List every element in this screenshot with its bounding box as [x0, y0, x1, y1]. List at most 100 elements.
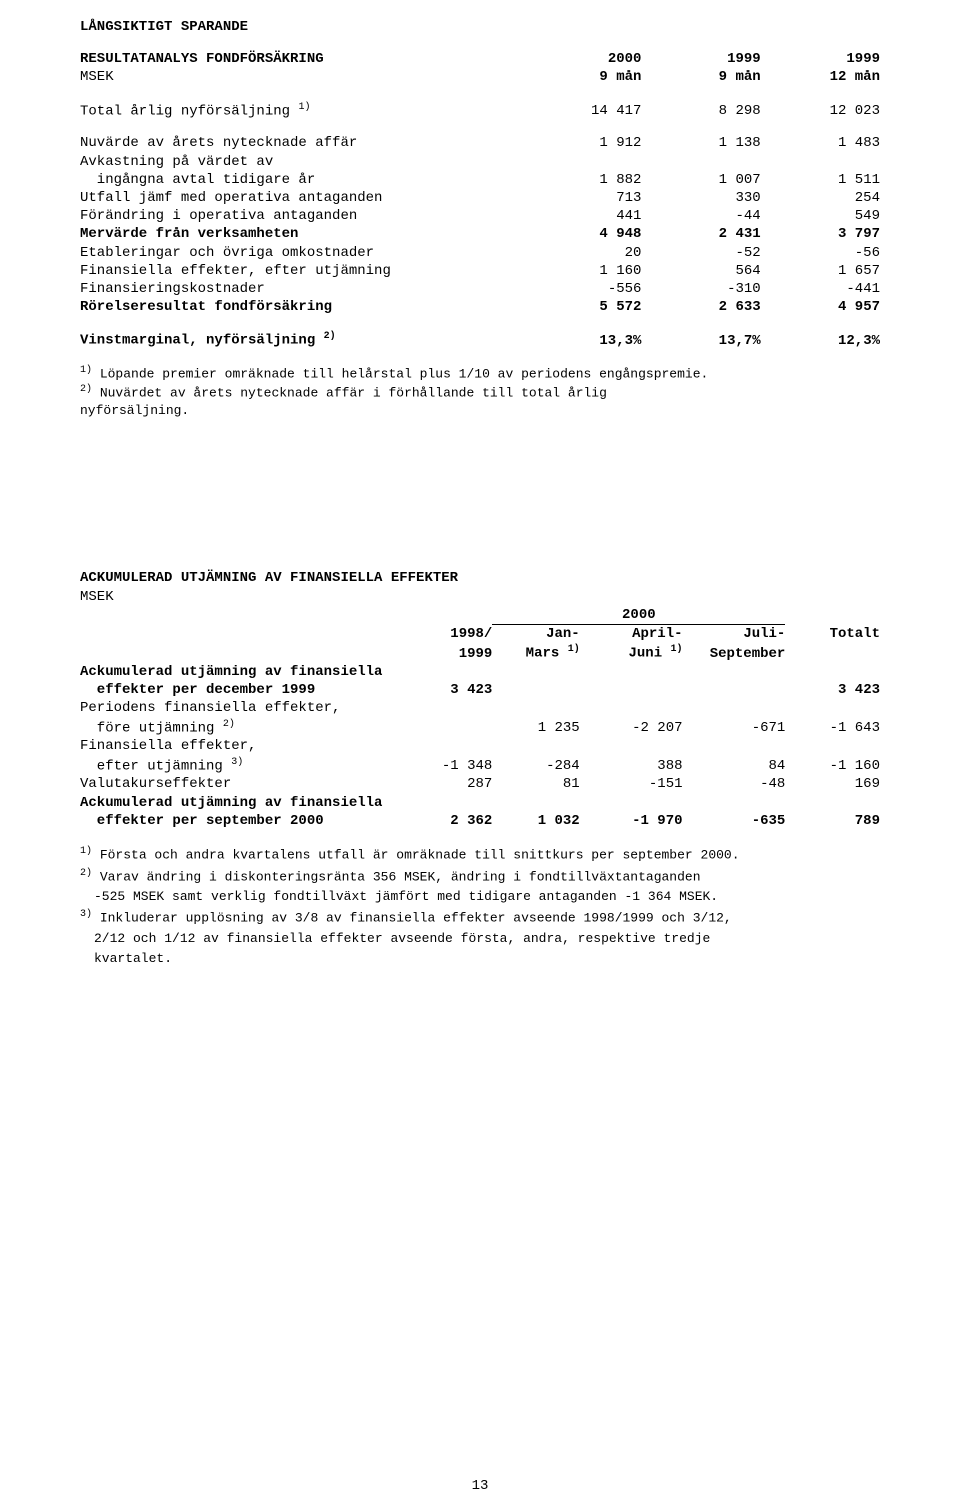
period-header: 9 mån — [522, 68, 641, 86]
table-utjamning: 2000 1998/ Jan- April- Juli- Totalt 1999… — [80, 606, 880, 830]
table-row: Finansieringskostnader -556 -310 -441 — [80, 280, 880, 298]
period-header: 12 mån — [761, 68, 880, 86]
msek-label: MSEK — [80, 68, 522, 86]
table-row: Valutakurseffekter 287 81 -151 -48 169 — [80, 775, 880, 793]
col-header: Juni 1) — [580, 643, 683, 663]
cell: 1 138 — [641, 134, 760, 152]
row-label: Finansiella effekter, efter utjämning — [80, 262, 522, 280]
cell: 1 882 — [522, 171, 641, 189]
cell: 2 362 — [405, 812, 492, 830]
cell: 1 657 — [761, 262, 880, 280]
period-header: 9 mån — [641, 68, 760, 86]
table-title: RESULTATANALYS FONDFÖRSÄKRING — [80, 50, 522, 68]
cell: 169 — [785, 775, 880, 793]
cell: -1 970 — [580, 812, 683, 830]
table-row: effekter per december 1999 3 423 3 423 — [80, 681, 880, 699]
cell: 1 912 — [522, 134, 641, 152]
cell: 789 — [785, 812, 880, 830]
table-row: efter utjämning 3) -1 348 -284 388 84 -1… — [80, 756, 880, 776]
cell: 84 — [683, 756, 786, 776]
row-label: Ackumulerad utjämning av finansiella — [80, 794, 880, 812]
year-header: 1999 — [641, 50, 760, 68]
row-label: Etableringar och övriga omkostnader — [80, 244, 522, 262]
cell: -635 — [683, 812, 786, 830]
table-row: Rörelseresultat fondförsäkring 5 572 2 6… — [80, 298, 880, 316]
cell: 2 431 — [641, 225, 760, 243]
cell: 2 633 — [641, 298, 760, 316]
row-label: efter utjämning 3) — [80, 756, 405, 776]
cell: -1 160 — [785, 756, 880, 776]
cell: 549 — [761, 207, 880, 225]
cell: 12 023 — [761, 101, 880, 121]
row-label: Finansiella effekter, — [80, 737, 880, 755]
row-label: Periodens finansiella effekter, — [80, 699, 880, 717]
row-label: Nuvärde av årets nytecknade affär — [80, 134, 522, 152]
table-row: 1998/ Jan- April- Juli- Totalt — [80, 625, 880, 644]
row-label: effekter per september 2000 — [80, 812, 405, 830]
footnotes-1: 1) Löpande premier omräknade till helårs… — [80, 364, 880, 419]
cell: 1 160 — [522, 262, 641, 280]
table-row: RESULTATANALYS FONDFÖRSÄKRING 2000 1999 … — [80, 50, 880, 68]
cell: 1 235 — [492, 718, 579, 738]
table-row: Ackumulerad utjämning av finansiella — [80, 663, 880, 681]
table-row: Periodens finansiella effekter, — [80, 699, 880, 717]
cell: -671 — [683, 718, 786, 738]
cell: 13,7% — [641, 330, 760, 350]
table-row: Finansiella effekter, efter utjämning 1 … — [80, 262, 880, 280]
cell: -1 348 — [405, 756, 492, 776]
cell: 564 — [641, 262, 760, 280]
year-header: 2000 — [522, 50, 641, 68]
page-number: 13 — [80, 1477, 880, 1495]
table-row: Avkastning på värdet av — [80, 153, 880, 171]
col-header: Totalt — [785, 625, 880, 644]
table-row: 2000 — [80, 606, 880, 625]
cell: -48 — [683, 775, 786, 793]
col-header: April- — [580, 625, 683, 644]
cell: -441 — [761, 280, 880, 298]
table-row: MSEK 9 mån 9 mån 12 mån — [80, 68, 880, 86]
cell: 81 — [492, 775, 579, 793]
table-fondforsakring: RESULTATANALYS FONDFÖRSÄKRING 2000 1999 … — [80, 50, 880, 350]
cell: 5 572 — [522, 298, 641, 316]
table-row: ingångna avtal tidigare år 1 882 1 007 1… — [80, 171, 880, 189]
col-header: 1999 — [405, 643, 492, 663]
row-label: Finansieringskostnader — [80, 280, 522, 298]
cell: 713 — [522, 189, 641, 207]
row-label: Avkastning på värdet av — [80, 153, 522, 171]
cell: 3 797 — [761, 225, 880, 243]
cell: 13,3% — [522, 330, 641, 350]
col-header: September — [683, 643, 786, 663]
table-row: Etableringar och övriga omkostnader 20 -… — [80, 244, 880, 262]
section2-title: ACKUMULERAD UTJÄMNING AV FINANSIELLA EFF… — [80, 569, 880, 587]
row-label: Förändring i operativa antaganden — [80, 207, 522, 225]
cell: 4 957 — [761, 298, 880, 316]
table-row: Nuvärde av årets nytecknade affär 1 912 … — [80, 134, 880, 152]
cell: -44 — [641, 207, 760, 225]
col-header: Mars 1) — [492, 643, 579, 663]
col-header: 1998/ — [405, 625, 492, 644]
footnotes-2: 1) Första och andra kvartalens utfall är… — [80, 844, 880, 969]
cell: 4 948 — [522, 225, 641, 243]
table-row: Total årlig nyförsäljning 1) 14 417 8 29… — [80, 101, 880, 121]
cell: -151 — [580, 775, 683, 793]
cell: 1 511 — [761, 171, 880, 189]
row-label: Utfall jämf med operativa antaganden — [80, 189, 522, 207]
row-label: Total årlig nyförsäljning 1) — [80, 101, 522, 121]
cell: -2 207 — [580, 718, 683, 738]
cell: 20 — [522, 244, 641, 262]
row-label: Vinstmarginal, nyförsäljning 2) — [80, 330, 522, 350]
table-row: Utfall jämf med operativa antaganden 713… — [80, 189, 880, 207]
row-label: ingångna avtal tidigare år — [80, 171, 522, 189]
cell: -52 — [641, 244, 760, 262]
cell: -556 — [522, 280, 641, 298]
cell: 8 298 — [641, 101, 760, 121]
table-row: Mervärde från verksamheten 4 948 2 431 3… — [80, 225, 880, 243]
cell: -1 643 — [785, 718, 880, 738]
cell: -310 — [641, 280, 760, 298]
cell: 388 — [580, 756, 683, 776]
table-row: före utjämning 2) 1 235 -2 207 -671 -1 6… — [80, 718, 880, 738]
table-row: 1999 Mars 1) Juni 1) September — [80, 643, 880, 663]
table-row: Vinstmarginal, nyförsäljning 2) 13,3% 13… — [80, 330, 880, 350]
col-header: Juli- — [683, 625, 786, 644]
cell: 3 423 — [785, 681, 880, 699]
